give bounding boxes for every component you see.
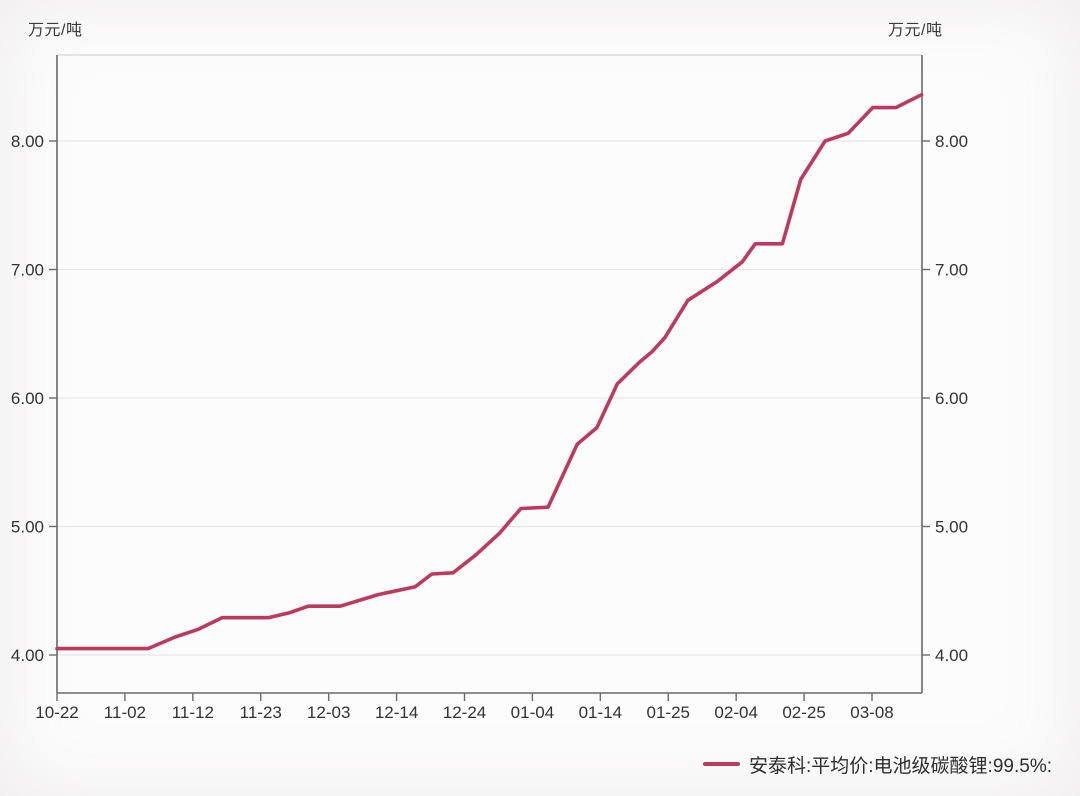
legend-line-swatch <box>703 762 740 766</box>
x-tick-label: 12-24 <box>443 703 486 722</box>
x-tick-label: 01-25 <box>647 703 690 722</box>
x-tick-label: 11-02 <box>104 703 146 722</box>
y-tick-label-right: 8.00 <box>935 132 968 151</box>
y-tick-label-right: 6.00 <box>935 389 968 408</box>
y-tick-label-left: 8.00 <box>11 132 44 151</box>
x-tick-label: 10-22 <box>35 703 78 722</box>
y-tick-label-right: 7.00 <box>935 261 968 280</box>
x-tick-label: 02-25 <box>782 703 825 722</box>
x-tick-label: 02-04 <box>714 703 757 722</box>
price-series-line <box>55 92 924 651</box>
x-tick-label: 11-23 <box>240 703 282 722</box>
legend: 安泰科:平均价:电池级碳酸锂:99.5%: <box>703 751 1080 777</box>
y-tick-label-left: 5.00 <box>11 518 44 537</box>
y-tick-label-left: 4.00 <box>11 646 44 665</box>
y-tick-label-left: 6.00 <box>11 389 44 408</box>
y-axis-unit-left: 万元/吨 <box>28 22 83 39</box>
y-tick-label-right: 5.00 <box>935 518 968 537</box>
legend-label: 安泰科:平均价:电池级碳酸锂:99.5%: <box>749 755 1052 777</box>
y-tick-label-right: 4.00 <box>935 646 968 665</box>
x-tick-label: 01-04 <box>511 703 554 722</box>
x-tick-label: 01-14 <box>579 703 622 722</box>
x-tick-label: 11-12 <box>172 703 214 722</box>
y-axis-unit-right: 万元/吨 <box>888 22 943 39</box>
x-tick-label: 12-03 <box>307 703 350 722</box>
y-tick-label-left: 7.00 <box>11 261 44 280</box>
x-tick-label: 12-14 <box>375 703 418 722</box>
x-tick-label: 03-08 <box>850 703 893 722</box>
